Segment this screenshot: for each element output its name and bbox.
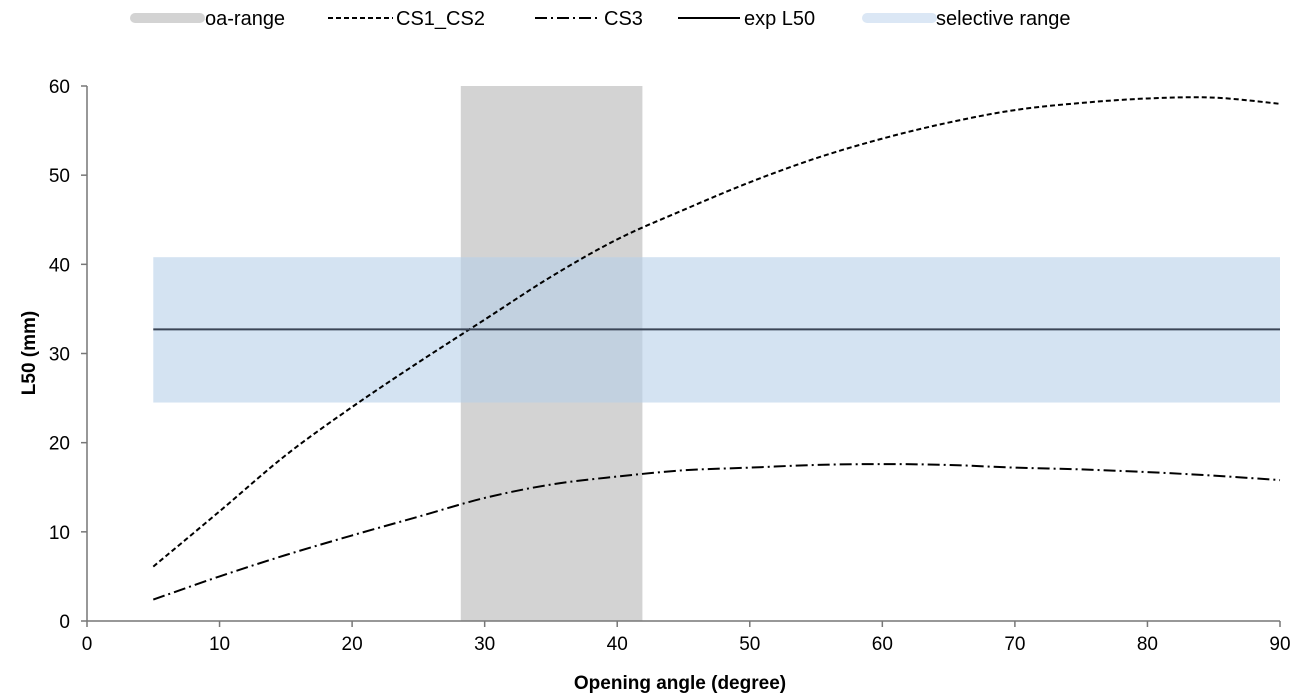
y-tick-label: 40 xyxy=(49,255,70,276)
y-tick-label: 60 xyxy=(49,77,70,98)
x-tick-label: 70 xyxy=(1004,634,1025,655)
x-tick-label: 60 xyxy=(872,634,893,655)
x-tick-label: 20 xyxy=(342,634,363,655)
legend: oa-range CS1_CS2 CS3 exp L50 selective range xyxy=(130,8,1071,30)
y-axis-title: L50 (mm) xyxy=(19,311,40,395)
series-line-cs3 xyxy=(152,463,1281,601)
legend-label-cs3: CS3 xyxy=(604,8,643,30)
x-tick-label: 40 xyxy=(607,634,628,655)
y-tick-label: 30 xyxy=(49,345,70,366)
y-tick-label: 0 xyxy=(59,612,70,633)
axes: 0 10 20 30 40 50 60 70 80 90 0 10 20 30 40 50 60 xyxy=(49,77,1291,655)
legend-label-selective-range: selective range xyxy=(936,8,1071,30)
series-lines xyxy=(152,96,1281,601)
y-tick-label: 20 xyxy=(49,434,70,455)
x-tick-label: 50 xyxy=(739,634,760,655)
x-axis-title: Opening angle (degree) xyxy=(574,673,786,694)
y-tick-label: 10 xyxy=(49,523,70,544)
x-tick-label: 30 xyxy=(474,634,495,655)
legend-label-oa-range: oa-range xyxy=(205,8,285,30)
series-line-cs1_cs2 xyxy=(152,96,1281,568)
x-tick-label: 10 xyxy=(209,634,230,655)
y-tick-label: 50 xyxy=(49,166,70,187)
x-tick-label: 80 xyxy=(1137,634,1158,655)
x-tick-label: 90 xyxy=(1269,634,1290,655)
legend-label-exp-l50: exp L50 xyxy=(744,8,815,30)
x-tick-label: 0 xyxy=(82,634,93,655)
legend-label-cs1_cs2: CS1_CS2 xyxy=(396,8,485,30)
